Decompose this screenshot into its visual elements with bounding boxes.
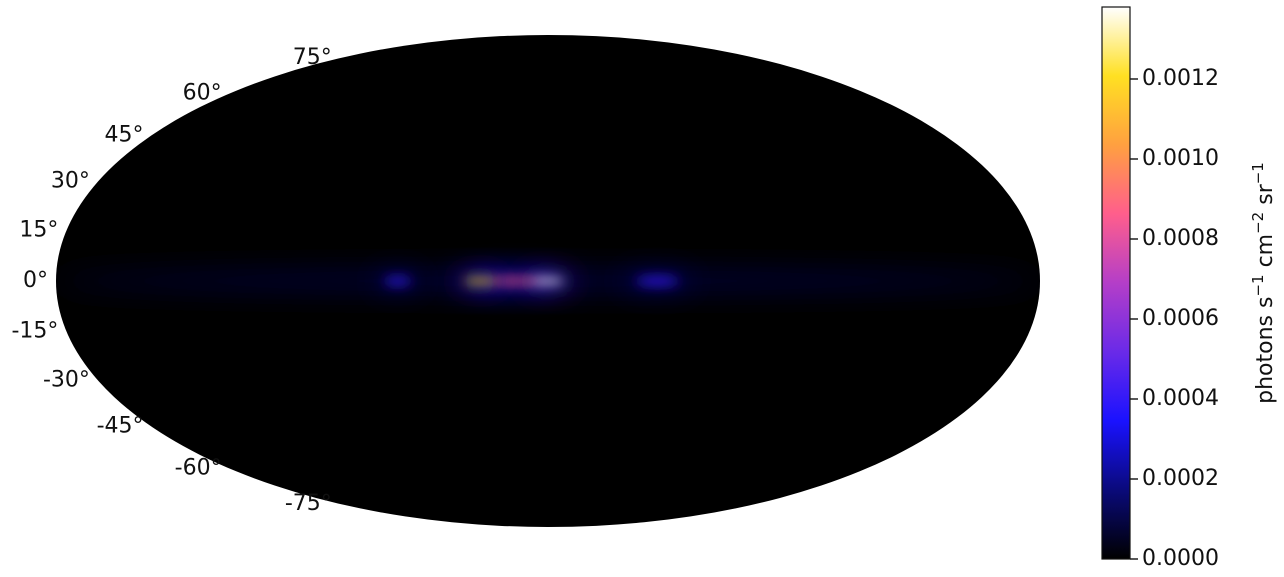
latitude-tick-label: -15° [11,318,58,343]
emission-core-3 [463,278,497,284]
latitude-tick-label: 30° [51,169,90,194]
colorbar: 0.0000 0.0002 0.0004 0.0006 0.0008 0.0010 0.00… [1101,6,1278,571]
colorbar-tick-label: 0.0004 [1142,386,1219,411]
colorbar-tick-label: 0.0008 [1142,226,1219,251]
latitude-tick-label: 60° [183,81,222,106]
latitude-tick-label: 75° [293,45,332,70]
colorbar-tick-label: 0.0010 [1142,146,1219,171]
latitude-tick-label: 0° [23,268,48,293]
colorbar-tick-label: 0.0002 [1142,466,1219,491]
colorbar-tick-label: 0.0000 [1142,546,1219,571]
latitude-tick-label: 45° [105,122,144,147]
colorbar-tick-label: 0.0006 [1142,306,1219,331]
colorbar-label-part-4: sr [1253,183,1278,211]
latitude-tick-label: -30° [43,367,90,392]
colorbar-gradient [1101,6,1131,560]
emission-layer [56,270,1040,292]
latitude-tick-label: -60° [175,456,222,481]
latitude-tick-label: -75° [285,491,332,516]
latitude-tick-label: -45° [97,414,144,439]
emission-core-4 [531,278,565,284]
colorbar-label-part-3: −2 [1249,212,1267,234]
emission-core-0 [635,277,680,285]
latitude-tick-labels: 75° 60° 45° 30° 15° 0° -15° -30° -45° -60° -75° [11,45,331,516]
emission-core-1 [384,277,412,285]
colorbar-ticks: 0.0000 0.0002 0.0004 0.0006 0.0008 0.0010 0.00… [1130,66,1219,571]
colorbar-label-part-1: −1 [1249,274,1267,296]
colorbar-label: photons s−1 cm−2 sr−1 [1249,162,1278,404]
latitude-tick-label: 15° [19,218,58,243]
colorbar-label-part-2: cm [1253,234,1278,275]
colorbar-tick-label: 0.0012 [1142,66,1219,91]
colorbar-label-part-0: photons s [1253,297,1278,404]
colorbar-label-part-5: −1 [1249,162,1267,184]
